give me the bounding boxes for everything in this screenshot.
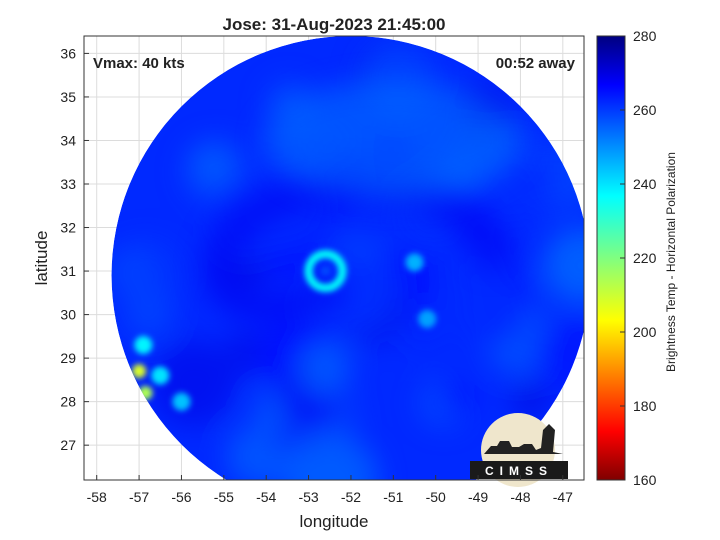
x-tick-label: -58 — [87, 489, 107, 505]
texture-blotch — [190, 143, 233, 187]
x-tick-label: -54 — [256, 489, 276, 505]
feature-convection-se — [418, 309, 437, 328]
y-axis-ticks: 27 28 29 30 31 32 33 34 35 36 — [60, 45, 89, 453]
vmax-label: Vmax: 40 kts — [93, 55, 185, 72]
y-tick-label: 34 — [60, 132, 76, 148]
colorbar-label: Brightness Temp - Horizontal Polarizatio… — [664, 152, 678, 372]
texture-blotch — [111, 245, 157, 297]
texture-blotch — [511, 381, 550, 420]
feature-warm-spot-north — [132, 364, 147, 379]
y-tick-label: 35 — [60, 89, 76, 105]
y-tick-label: 36 — [60, 45, 76, 61]
cimss-logo-band — [470, 461, 568, 479]
x-tick-label: -48 — [510, 489, 530, 505]
colorbar-tick-label: 260 — [633, 102, 657, 118]
texture-blotch — [124, 290, 174, 340]
y-axis-label: latitude — [32, 231, 51, 286]
x-tick-label: -56 — [171, 489, 191, 505]
x-tick-label: -51 — [383, 489, 403, 505]
x-tick-label: -55 — [214, 489, 234, 505]
x-tick-label: -50 — [426, 489, 446, 505]
time-away-label: 00:52 away — [496, 55, 576, 72]
colorbar-ticks: 160 180 200 220 240 260 280 — [620, 28, 657, 488]
texture-blotch — [454, 277, 526, 349]
cimss-logo-silhouette — [484, 424, 563, 454]
y-tick-label: 27 — [60, 437, 76, 453]
colorbar-tick-label: 280 — [633, 28, 657, 44]
chart-title: Jose: 31-Aug-2023 21:45:00 — [222, 15, 445, 34]
y-tick-label: 32 — [60, 220, 76, 236]
swath-features — [132, 80, 524, 411]
cimss-logo-text: CIMSS — [485, 464, 553, 478]
x-tick-label: -53 — [298, 489, 318, 505]
texture-blotch — [301, 343, 351, 393]
x-tick-label: -57 — [129, 489, 149, 505]
y-tick-label: 29 — [60, 350, 76, 366]
y-tick-label: 33 — [60, 176, 76, 192]
cimss-logo: CIMSS — [470, 413, 568, 487]
y-tick-label: 31 — [60, 263, 76, 279]
texture-blotch — [436, 377, 475, 417]
texture-blotch — [282, 443, 350, 480]
feature-convection-east — [405, 253, 424, 272]
texture-blotch — [314, 247, 397, 330]
x-tick-label: -49 — [468, 489, 488, 505]
x-axis-label: longitude — [299, 512, 368, 531]
colorbar-tick-label: 240 — [633, 176, 657, 192]
x-axis-ticks: -58 -57 -56 -55 -54 -53 -52 -51 -50 -49 -48 -47 — [87, 475, 573, 505]
feature-eye-center — [320, 266, 331, 277]
colorbar-tick-label: 180 — [633, 398, 657, 414]
axes-frame — [83, 35, 585, 481]
x-tick-label: -52 — [341, 489, 361, 505]
texture-blotch — [533, 314, 584, 394]
colorbar-tick-label: 200 — [633, 324, 657, 340]
texture-blotch — [543, 227, 584, 304]
feature-convection-sw-1 — [134, 336, 153, 355]
y-tick-label: 28 — [60, 394, 76, 410]
texture-blotch — [149, 339, 237, 427]
x-tick-label: -47 — [553, 489, 573, 505]
feature-cool-region-north — [263, 80, 524, 201]
colorbar-tick-label: 160 — [633, 472, 657, 488]
y-tick-label: 30 — [60, 307, 76, 323]
colorbar-tick-label: 220 — [633, 250, 657, 266]
feature-convection-sw-2 — [151, 366, 170, 385]
feature-convection-sw-3 — [172, 392, 191, 411]
spiral-band — [202, 169, 518, 326]
feature-eye-ring — [304, 250, 347, 293]
colorbar: 160 180 200 220 240 260 280 Brightness Temp - … — [596, 28, 678, 488]
